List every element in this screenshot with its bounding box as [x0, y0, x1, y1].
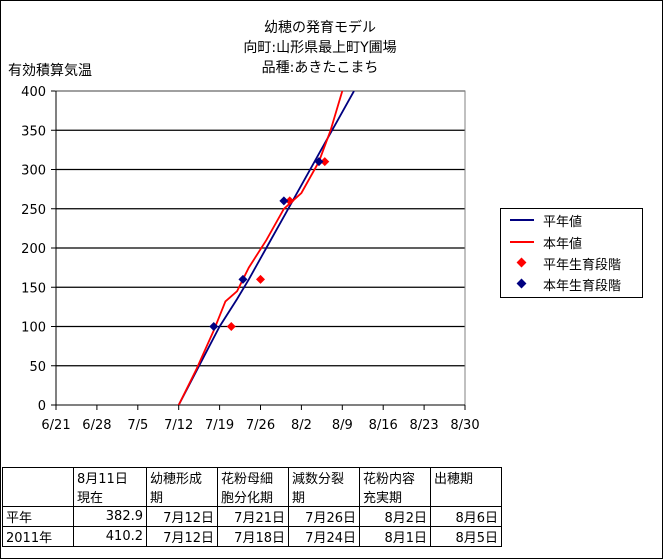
table-cell: 7月18日 [217, 526, 289, 547]
table-cell: 8月1日 [359, 526, 431, 547]
chart-title-line-1: 幼穂の発育モデル [264, 20, 376, 36]
legend-marker-honnen-stage [516, 278, 527, 289]
chart-title-line-2: 向町:山形県最上町Y圃場 [243, 40, 397, 56]
x-tick-label: 8/9 [332, 418, 353, 433]
series-marker-2 [320, 157, 330, 167]
x-tick-label: 8/30 [450, 418, 479, 433]
table-header-cell: 減数分裂期 [288, 467, 360, 507]
table-header-cell [2, 467, 74, 507]
table-header-cell: 花粉母細 胞分化期 [217, 467, 289, 507]
stage-table: 8月11日 現在 幼穂形成期 花粉母細 胞分化期 減数分裂期 花粉内容 充実期 出穂期… [2, 467, 502, 547]
legend-marker-heinen-stage [516, 257, 527, 268]
y-tick-label: 200 [21, 242, 46, 257]
table-cell: 7月12日 [146, 526, 218, 547]
series-marker-2 [226, 322, 236, 331]
series-marker-3 [314, 157, 324, 167]
y-tick-label: 100 [21, 321, 46, 336]
y-tick-label: 50 [29, 360, 46, 375]
y-tick-label: 400 [21, 85, 46, 100]
y-tick-label: 0 [38, 399, 46, 414]
x-tick-label: 8/16 [369, 418, 398, 433]
table-header-cell: 花粉内容 充実期 [359, 467, 431, 507]
x-tick-label: 7/19 [205, 418, 234, 433]
legend-label-honnen: 本年値 [543, 236, 583, 252]
x-tick-label: 7/5 [127, 418, 148, 433]
legend-label-honnen-stage: 本年生育段階 [543, 278, 622, 294]
table-cell: 7月24日 [288, 526, 360, 547]
table-header-row: 8月11日 現在 幼穂形成期 花粉母細 胞分化期 減数分裂期 花粉内容 充実期 出穂期 [2, 467, 502, 507]
x-tick-label: 8/23 [409, 418, 438, 433]
legend-label-heinen: 平年値 [543, 214, 583, 230]
legend-line-heinen [510, 219, 534, 221]
x-tick-label: 6/28 [82, 418, 111, 433]
table-row: 2011年 410.2 7月12日 7月18日 7月24日 8月1日 8月5日 [2, 526, 502, 547]
y-tick-label: 150 [21, 281, 46, 296]
legend: 平年値 本年値 平年生育段階 本年生育段階 [500, 208, 643, 298]
table-cell: 7月12日 [146, 506, 218, 527]
x-tick-label: 7/26 [246, 418, 275, 433]
x-tick-label: 6/21 [41, 418, 70, 433]
legend-item-heinen-stage: 平年生育段階 [507, 254, 622, 273]
table-cell: 8月2日 [359, 506, 431, 527]
table-cell: 410.2 [73, 526, 147, 547]
legend-item-heinen: 平年値 [507, 211, 583, 230]
table-row: 平年 382.9 7月12日 7月21日 7月26日 8月2日 8月6日 [2, 506, 502, 527]
y-tick-label: 350 [21, 124, 46, 139]
series-marker-3 [238, 274, 248, 284]
table-cell: 7月26日 [288, 506, 360, 527]
table-header-cell: 出穂期 [430, 467, 502, 507]
series-marker-2 [256, 274, 265, 284]
table-cell-label: 平年 [2, 506, 74, 527]
chart-title-line-3: 品種:あきたこまち [261, 60, 379, 76]
legend-label-heinen-stage: 平年生育段階 [543, 257, 622, 273]
chart-plot: 0 50 100 150 200 250 300 350 400 6/21 6/28 7/5 7/12 7… [21, 85, 479, 433]
table-header-cell: 幼穂形成期 [146, 467, 218, 507]
table-cell: 8月5日 [430, 526, 502, 547]
x-tick-label: 7/12 [164, 418, 193, 433]
table-cell: 382.9 [73, 506, 147, 527]
y-axis-label: 有効積算気温 [8, 63, 92, 79]
series-line-1 [177, 91, 344, 405]
legend-item-honnen: 本年値 [507, 233, 583, 252]
legend-line-honnen [510, 241, 534, 243]
y-tick-label: 250 [21, 203, 46, 218]
table-cell: 7月21日 [217, 506, 289, 527]
table-header-cell: 8月11日 現在 [73, 467, 147, 507]
x-tick-label: 8/2 [291, 418, 312, 433]
series-marker-2 [285, 196, 295, 206]
legend-item-honnen-stage: 本年生育段階 [507, 275, 622, 294]
series-marker-3 [279, 196, 289, 206]
table-cell: 8月6日 [430, 506, 502, 527]
y-tick-label: 300 [21, 164, 46, 179]
series-marker-3 [209, 322, 219, 331]
table-cell-label: 2011年 [2, 526, 74, 547]
